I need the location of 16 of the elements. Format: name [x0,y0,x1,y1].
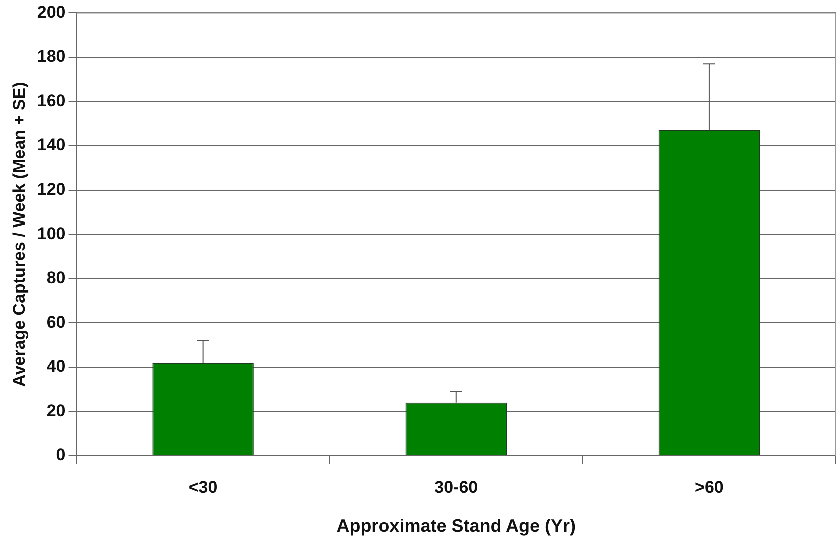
x-tick-label: 30-60 [434,478,478,497]
y-tick-label: 120 [37,180,66,200]
y-tick-label: 160 [37,91,66,110]
y-tick-label: 180 [37,47,66,66]
y-tick-label: 20 [46,401,66,420]
y-tick-label: 100 [37,224,66,244]
x-tick-label: <30 [188,478,218,497]
y-tick-label: 60 [46,312,66,332]
y-tick-label: 140 [37,136,66,155]
x-tick-label: >60 [695,478,724,497]
y-tick-label: 40 [46,357,66,376]
y-tick-label: 80 [46,268,66,288]
y-tick-label: 200 [37,2,66,22]
x-axis-title: Approximate Stand Age (Yr) [336,516,576,536]
y-tick-label: 0 [56,446,66,465]
y-axis-title: Average Captures / Week (Mean + SE) [10,82,29,387]
